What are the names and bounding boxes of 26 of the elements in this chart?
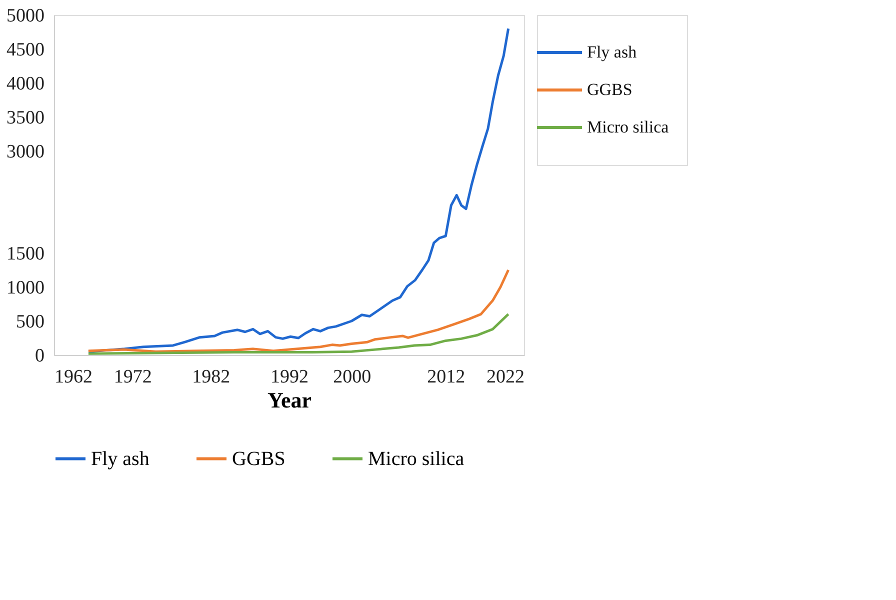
y-tick-label: 1500 <box>6 244 44 264</box>
legend-label: GGBS <box>232 448 286 470</box>
line-series <box>87 268 510 353</box>
y-tick-label: 1000 <box>6 278 44 298</box>
y-tick-label: 4500 <box>6 40 44 60</box>
x-tick-label: 2000 <box>333 366 372 388</box>
legend-label: Micro silica <box>368 448 464 470</box>
x-tick-label: 1982 <box>192 366 230 388</box>
x-tick-label: 1972 <box>114 366 152 388</box>
text: GGBS <box>587 80 632 99</box>
x-axis-title: Year <box>268 388 312 412</box>
line-series <box>87 27 510 353</box>
y-tick-label: 3500 <box>6 108 44 128</box>
y-tick-label: 4000 <box>6 74 44 94</box>
text: Micro silica <box>587 118 669 136</box>
text: Fly ash <box>91 448 150 470</box>
legend-label: Fly ash <box>587 42 638 62</box>
x-tick-label: 2012 <box>427 366 466 388</box>
y-tick-label: 3000 <box>6 142 44 162</box>
y-tick-label: 0 <box>35 346 44 366</box>
y-tick-label: 5000 <box>6 6 44 26</box>
line-series <box>87 312 510 355</box>
y-tick-label: 500 <box>16 312 44 332</box>
x-tick-label: 1992 <box>270 366 308 388</box>
x-tick-label: 2022 <box>486 366 524 388</box>
x-tick-label: 1962 <box>54 366 92 388</box>
